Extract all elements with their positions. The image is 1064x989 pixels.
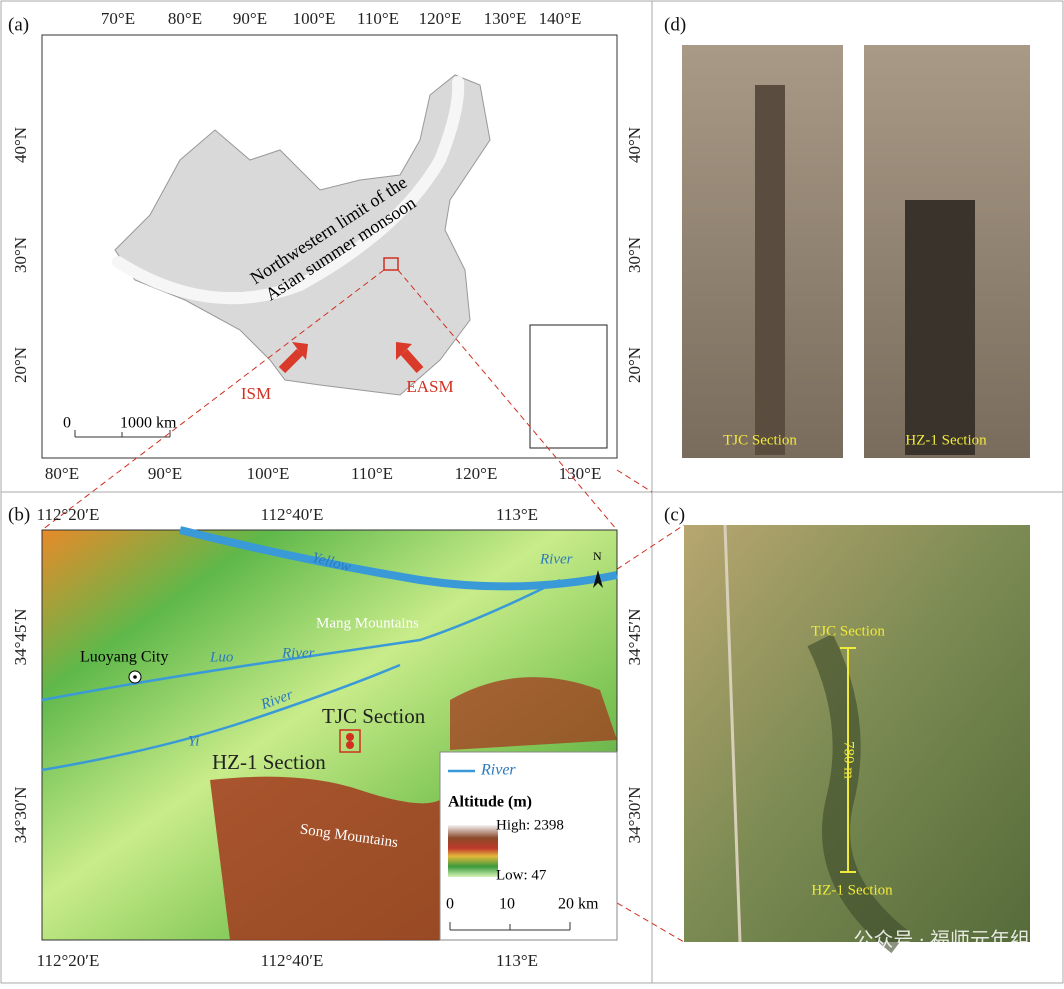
distance-marker [840, 647, 856, 873]
site-label: HZ-1 Section [811, 882, 893, 898]
yi-river [41, 663, 401, 772]
china-outline [114, 74, 491, 396]
tick-label: 80°E [45, 464, 79, 483]
legend-text: Low: 47 [496, 867, 547, 883]
tick-label: 30°N [625, 237, 644, 273]
arrow [400, 349, 424, 373]
site-marker [346, 733, 354, 741]
tick-label: 112°40′E [261, 505, 324, 524]
profile [755, 85, 785, 455]
distance-label: 780 m [841, 741, 857, 779]
tick-label: 90°E [233, 9, 267, 28]
legend-text: High: 2398 [496, 817, 564, 833]
tick-label: 120°E [419, 9, 462, 28]
tick-label: 100°E [247, 464, 290, 483]
arrow [278, 348, 304, 374]
tick-label: 112°20′E [37, 505, 100, 524]
tick-label: 113°E [496, 505, 538, 524]
tick-label: 90°E [148, 464, 182, 483]
arrow-label: ISM [241, 384, 271, 403]
altitude-ramp [448, 825, 498, 877]
tick-label: 34°30′N [11, 787, 30, 844]
tick-label: 130°E [484, 9, 527, 28]
tick-label: 110°E [351, 464, 393, 483]
site-box [339, 729, 361, 753]
profile [905, 200, 975, 455]
study-area-box [383, 257, 399, 271]
tick-label: 140°E [539, 9, 582, 28]
scale-text: 20 km [558, 896, 599, 913]
arrow-head [396, 342, 412, 360]
place-label: Luoyang City [80, 649, 168, 666]
scale-text: 10 [499, 896, 515, 913]
place-label: Yi [188, 733, 199, 749]
tick-label: 40°N [625, 127, 644, 163]
song-mountains-relief [210, 776, 440, 940]
panel-label: (b) [8, 504, 30, 525]
place-label: Mang Mountains [316, 615, 419, 631]
tick-label: 112°40′E [261, 951, 324, 970]
photo-caption: TJC Section [723, 432, 797, 448]
city-marker [133, 675, 137, 679]
place-label: Luo [209, 649, 234, 665]
photo-caption: HZ-1 Section [905, 432, 987, 448]
tick-label: 80°E [168, 9, 202, 28]
tick-label: 110°E [357, 9, 399, 28]
scale-bar [74, 430, 171, 438]
place-label: River [281, 645, 315, 661]
scale-text: 1000 km [120, 415, 177, 432]
site-marker [346, 741, 354, 749]
arrow-head [292, 342, 308, 360]
tick-label: 130°E [559, 464, 602, 483]
site-label: TJC Section [322, 704, 426, 728]
scale-text: 0 [63, 415, 71, 432]
tick-label: 70°E [101, 9, 135, 28]
watermark: 公众号 · 福师元年组 [853, 929, 1030, 952]
panel-label: (d) [664, 14, 686, 35]
place-label: River [539, 551, 573, 567]
panel-label: (c) [664, 504, 685, 525]
tick-label: 34°45′N [625, 609, 644, 666]
tick-label: 30°N [11, 237, 30, 273]
connector [41, 269, 618, 531]
north-label: N [593, 549, 602, 563]
tick-label: 34°30′N [625, 787, 644, 844]
tick-label: 20°N [625, 347, 644, 383]
tick-label: 34°45′N [11, 609, 30, 666]
relief [450, 677, 617, 750]
monsoon-limit [112, 76, 465, 305]
panel-label: (a) [8, 14, 29, 35]
tick-label: 40°N [11, 127, 30, 163]
tick-label: 20°N [11, 347, 30, 383]
arrow-label: EASM [406, 377, 453, 396]
scale-bar [449, 922, 571, 931]
legend-text: Altitude (m) [448, 794, 532, 811]
luo-river [41, 578, 561, 702]
scale-text: 0 [446, 896, 454, 913]
gully [807, 633, 909, 954]
road [723, 524, 742, 943]
tick-label: 113°E [496, 951, 538, 970]
inset-frame [529, 324, 608, 449]
north-arrow [593, 570, 603, 588]
legend-text: River [480, 762, 516, 779]
tick-label: 112°20′E [37, 951, 100, 970]
tick-label: 120°E [455, 464, 498, 483]
tick-label: 100°E [293, 9, 336, 28]
site-label: HZ-1 Section [212, 750, 326, 774]
site-label: TJC Section [811, 623, 885, 639]
